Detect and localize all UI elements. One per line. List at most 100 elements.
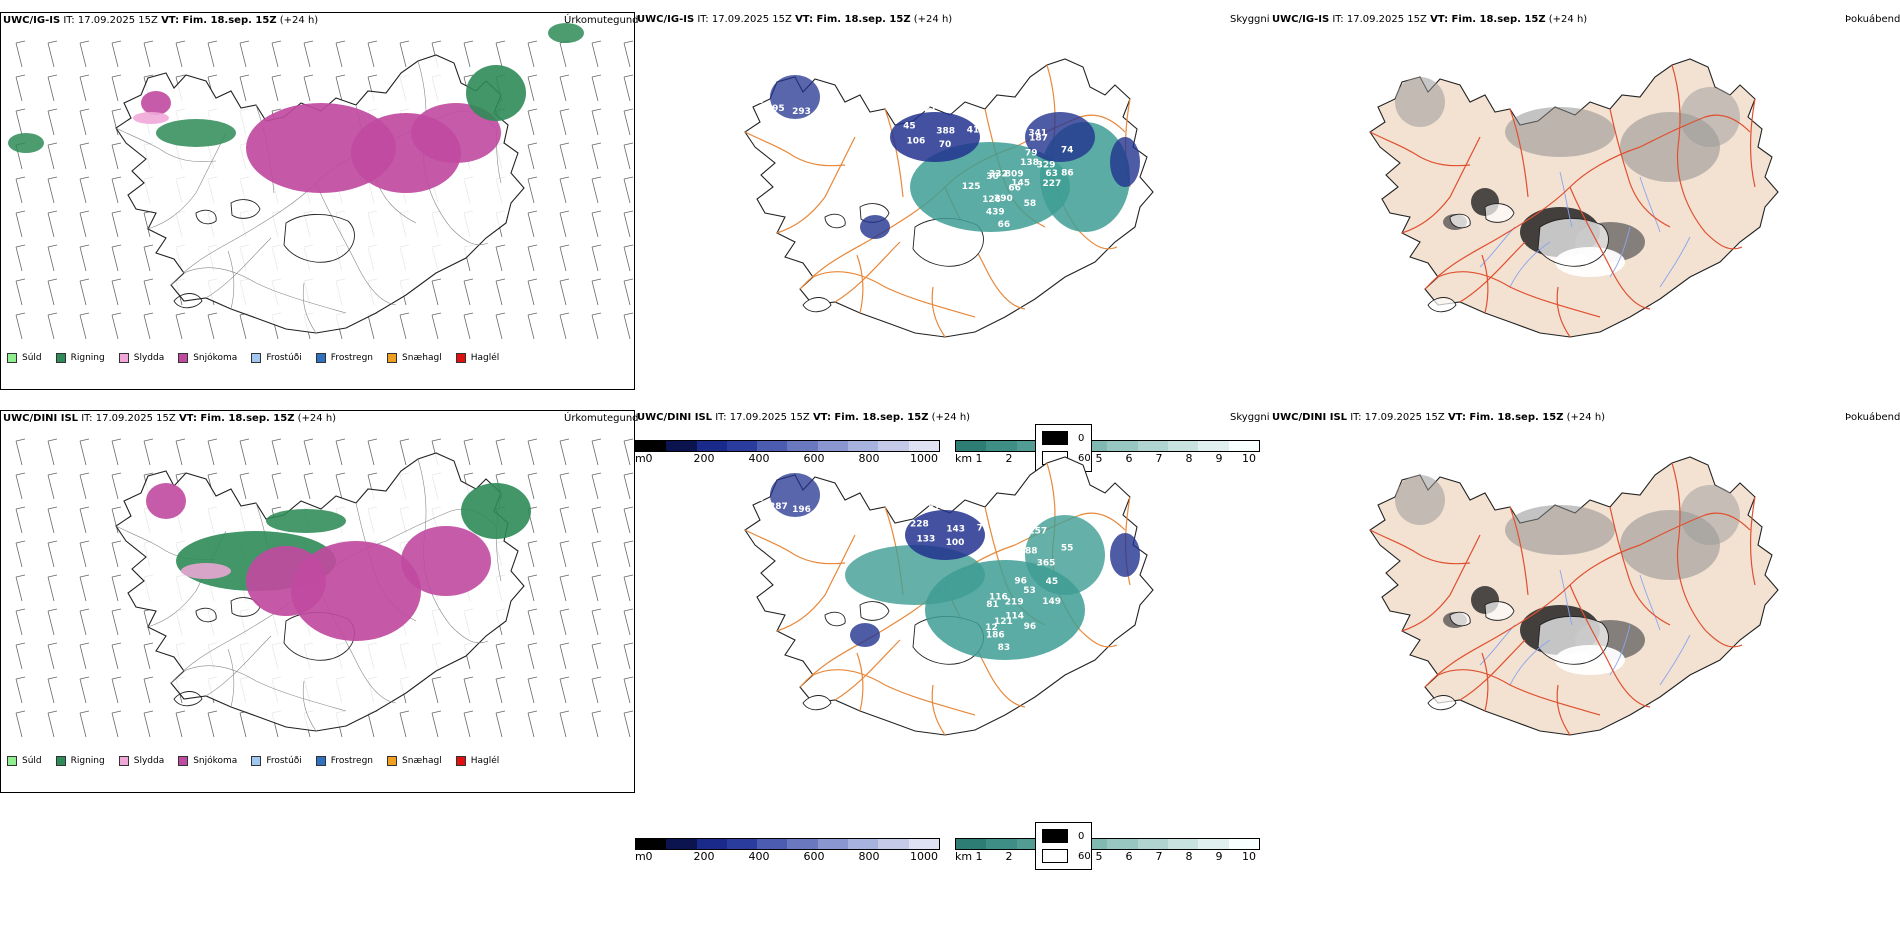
wind-barb-flag <box>271 74 282 78</box>
visibility-unit: km <box>955 452 973 465</box>
colorbar-segment <box>1168 441 1199 451</box>
wind-barb-flag <box>207 74 218 78</box>
elevation-label: 70 <box>939 140 952 150</box>
wind-barb-flag <box>527 540 538 544</box>
elevation-label: 125 <box>962 182 981 192</box>
wind-barb <box>527 644 535 670</box>
wind-barb-flag <box>527 74 538 78</box>
wind-barb <box>367 42 375 68</box>
road-line <box>205 635 272 697</box>
wind-barb <box>47 576 55 602</box>
wind-barb <box>15 314 23 340</box>
rain-area <box>266 509 346 533</box>
visibility-tick: 2 <box>1005 452 1013 465</box>
wind-barb-flag <box>15 574 26 578</box>
colorbar-segment <box>1107 839 1138 849</box>
wind-barb <box>623 246 631 272</box>
wind-barb-flag <box>47 74 58 78</box>
wind-barb-flag <box>79 710 90 714</box>
fog-legend-label: 60 <box>1078 850 1091 862</box>
wind-barb-flag <box>527 142 538 146</box>
panel-header: UWC/DINI ISL IT: 17.09.2025 15Z VT: Fim.… <box>3 413 336 424</box>
wind-barb-flag <box>559 278 570 282</box>
wind-barb <box>271 76 279 102</box>
wind-barb <box>559 110 567 136</box>
wind-barb-flag <box>15 108 26 112</box>
wind-barb <box>495 678 503 704</box>
wind-barb <box>495 314 503 340</box>
wind-barb <box>47 280 55 306</box>
glacier-outline <box>1537 217 1609 267</box>
wind-barb-flag <box>79 472 90 476</box>
iceland-map: 70 30 74 66 86 41 126 341 439 95 388 66 79 58 551 321 80… <box>744 58 1154 338</box>
wind-barb-flag <box>591 574 602 578</box>
panel-header: UWC/IG-IS IT: 17.09.2025 15Z VT: Fim. 18… <box>1272 14 1587 25</box>
wind-barb <box>79 644 87 670</box>
wind-barb <box>79 110 87 136</box>
wind-barb <box>431 712 439 738</box>
elevation-colorbar: 0 200 400 600 800 1000 m <box>635 440 945 470</box>
wind-barb <box>463 314 471 340</box>
elevation-label: 126 <box>982 195 1001 205</box>
road-line <box>856 254 864 314</box>
wind-barb-flag <box>559 608 570 612</box>
wind-barb <box>527 144 535 170</box>
wind-barb <box>239 712 247 738</box>
lead-time: (+24 h) <box>297 413 337 424</box>
wind-barb-flag <box>463 74 474 78</box>
wind-barb-flag <box>559 244 570 248</box>
road-line <box>1459 241 1526 303</box>
fog-shade <box>1680 87 1740 147</box>
wind-barb <box>527 110 535 136</box>
valid-time: VT: Fim. 18.sep. 15Z <box>795 14 911 25</box>
wind-barb <box>79 246 87 272</box>
elevation-colorbar-bar <box>635 440 940 452</box>
wind-barb-flag <box>143 472 154 476</box>
elevation-label: 100 <box>946 538 965 548</box>
precip-type-panel: UWC/DINI ISL IT: 17.09.2025 15Z VT: Fim.… <box>0 410 639 793</box>
wind-barb <box>623 110 631 136</box>
wind-barb-flag <box>591 472 602 476</box>
wind-barb <box>591 280 599 306</box>
wind-barb <box>143 246 151 272</box>
elevation-label: 332 <box>989 169 1008 179</box>
elevation-label: 106 <box>907 136 926 146</box>
wind-barb-flag <box>559 506 570 510</box>
wind-barb-flag <box>47 176 58 180</box>
wind-barb-flag <box>431 438 442 442</box>
colorbar-segment <box>757 441 788 451</box>
wind-barb <box>559 144 567 170</box>
glacier-outline <box>1484 601 1515 621</box>
wind-barb <box>623 712 631 738</box>
wind-barb <box>143 314 151 340</box>
wind-barb <box>79 508 87 534</box>
model-name: UWC/DINI ISL <box>637 412 713 423</box>
wind-barb-flag <box>591 176 602 180</box>
elevation-label: 341 <box>1028 129 1047 139</box>
wind-barb <box>303 440 311 466</box>
wind-barb <box>207 712 215 738</box>
model-name: UWC/DINI ISL <box>1272 412 1348 423</box>
wind-barb <box>111 678 119 704</box>
wind-barb-flag <box>367 40 378 44</box>
wind-barb <box>111 212 119 238</box>
road-line <box>302 680 317 732</box>
road-line <box>1509 506 1529 596</box>
wind-barb-flag <box>15 506 26 510</box>
legend-label: Snæhagl <box>402 756 442 766</box>
elevation-label: 290 <box>994 194 1013 204</box>
glacier-outline <box>1449 611 1471 627</box>
road-line <box>227 648 235 708</box>
wind-barb-flag <box>431 676 442 680</box>
wind-barb-flag <box>591 642 602 646</box>
wind-barb-flag <box>527 244 538 248</box>
road-line <box>1749 496 1756 586</box>
wind-barb <box>495 440 503 466</box>
wind-barb-flag <box>15 710 26 714</box>
wind-barb <box>559 42 567 68</box>
wind-barb-flag <box>47 540 58 544</box>
wind-barb-flag <box>111 244 122 248</box>
wind-barb <box>175 440 183 466</box>
visibility-tick: 5 <box>1095 850 1103 863</box>
wind-barb <box>15 280 23 306</box>
